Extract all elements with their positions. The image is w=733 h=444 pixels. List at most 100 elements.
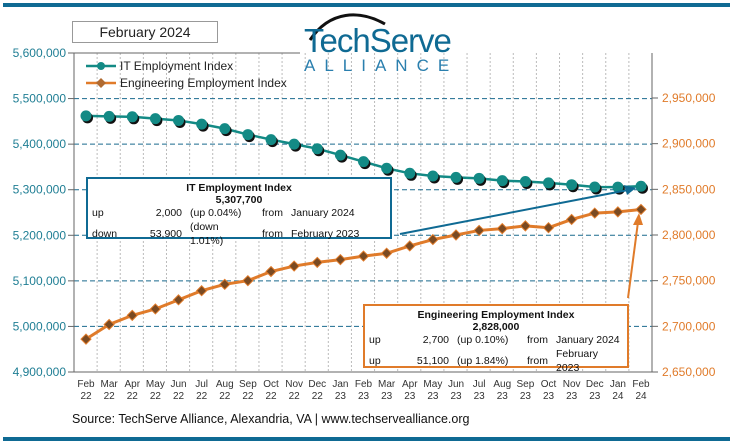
it-point	[404, 167, 416, 179]
x-tick-year: 23	[543, 391, 555, 402]
eng-point	[357, 250, 370, 262]
y-right-tick-label: 2,650,000	[662, 365, 716, 379]
it-point	[219, 123, 231, 135]
cell: from	[527, 355, 548, 367]
y-left-tick-label: 5,500,000	[13, 92, 67, 106]
it-point	[311, 143, 323, 155]
y-left-tick-label: 5,100,000	[13, 274, 67, 288]
x-tick-label: Jun 23	[448, 379, 464, 402]
x-tick-month: Jul	[195, 379, 208, 390]
month-label: February 2024	[72, 21, 218, 43]
it-point	[334, 149, 346, 161]
eng-callout-title: Engineering Employment Index	[417, 309, 575, 321]
eng-point	[612, 206, 624, 218]
x-tick-year: 23	[566, 391, 578, 402]
it-point	[566, 179, 578, 191]
x-tick-label: Dec 23	[586, 379, 604, 402]
y-right-tick-label: 2,800,000	[662, 228, 716, 242]
cell: down	[92, 228, 118, 240]
x-tick-year: 23	[589, 391, 601, 402]
eng-point	[80, 333, 92, 345]
x-tick-month: Jan	[610, 379, 626, 390]
it-callout-value: 5,307,700	[215, 194, 263, 206]
x-tick-year: 22	[265, 391, 277, 402]
x-tick-label: Sep 22	[239, 379, 257, 402]
x-tick-year: 22	[312, 391, 324, 402]
cell: from	[262, 207, 283, 219]
legend-eng-label: Engineering Employment Index	[120, 76, 287, 90]
y-left-tick-label: 5,000,000	[13, 319, 67, 333]
eng-point	[589, 207, 601, 219]
x-tick-year: 22	[219, 391, 231, 402]
it-arrow	[399, 189, 629, 235]
x-tick-year: 22	[80, 391, 92, 402]
eng-point	[172, 294, 185, 306]
cell: (up 0.04%)	[190, 207, 242, 219]
x-tick-year: 24	[612, 391, 624, 402]
eng-point	[496, 222, 508, 235]
x-tick-label: Jul 23	[473, 379, 486, 402]
x-tick-month: Mar	[378, 379, 396, 390]
legend-it-marker	[97, 62, 105, 70]
cell: 2,700	[422, 334, 449, 346]
eng-point	[635, 203, 647, 216]
eng-point	[265, 265, 277, 278]
cell: (up 0.10%)	[457, 334, 509, 346]
x-tick-month: Aug	[216, 379, 234, 390]
it-point	[126, 111, 138, 123]
x-tick-year: 23	[427, 391, 439, 402]
cell: February 2023	[291, 228, 360, 240]
y-left-tick-label: 5,600,000	[13, 46, 67, 60]
x-tick-year: 23	[450, 391, 462, 402]
eng-point	[427, 233, 439, 246]
x-tick-month: Feb	[632, 379, 650, 390]
it-point	[496, 175, 508, 187]
eng-point	[311, 256, 323, 269]
x-tick-year: 23	[358, 391, 370, 402]
x-tick-month: May	[423, 379, 442, 390]
x-tick-label: Feb 23	[355, 379, 373, 402]
x-tick-label: Feb 22	[77, 379, 95, 402]
cell: 53,900	[149, 228, 182, 240]
cell: up	[92, 207, 104, 219]
eng-point	[334, 253, 347, 266]
it-point	[381, 162, 393, 174]
it-callout: IT Employment Index 5,307,700 up 2,000 (up…	[86, 177, 392, 247]
it-point	[427, 170, 439, 182]
x-tick-year: 24	[635, 391, 647, 402]
x-tick-label: Aug 22	[216, 379, 234, 402]
x-tick-month: Oct	[263, 379, 279, 390]
cell: January 2024	[556, 334, 620, 346]
y-left-tick-label: 5,300,000	[13, 183, 67, 197]
x-tick-label: May 22	[146, 379, 165, 402]
x-tick-year: 23	[381, 391, 393, 402]
x-tick-label: Apr 23	[402, 379, 418, 402]
it-callout-title: IT Employment Index	[186, 182, 292, 194]
eng-point	[473, 224, 485, 237]
it-arrowhead	[624, 185, 636, 195]
x-tick-month: Jul	[473, 379, 486, 390]
techserve-logo: TechServe ALLIANCE	[304, 14, 452, 75]
it-point	[519, 176, 531, 188]
x-tick-label: Jan 23	[332, 379, 348, 402]
y-right-tick-label: 2,850,000	[662, 182, 716, 196]
x-tick-year: 22	[242, 391, 254, 402]
eng-point	[242, 274, 254, 287]
eng-point	[542, 221, 555, 234]
x-tick-label: Dec 22	[308, 379, 326, 402]
x-tick-year: 23	[335, 391, 347, 402]
eng-arrow	[627, 221, 639, 299]
it-point	[173, 114, 184, 126]
bottom-bar	[3, 437, 730, 441]
x-tick-month: Dec	[586, 379, 604, 390]
cell: from	[527, 334, 548, 346]
eng-point	[149, 303, 162, 315]
x-tick-label: May 23	[423, 379, 442, 402]
eng-point	[288, 260, 300, 272]
x-tick-year: 22	[150, 391, 162, 402]
x-tick-label: Nov 23	[563, 379, 581, 402]
cell: (down 1.01%)	[190, 221, 224, 247]
legend-eng-marker	[96, 78, 106, 88]
top-bar	[3, 3, 730, 7]
